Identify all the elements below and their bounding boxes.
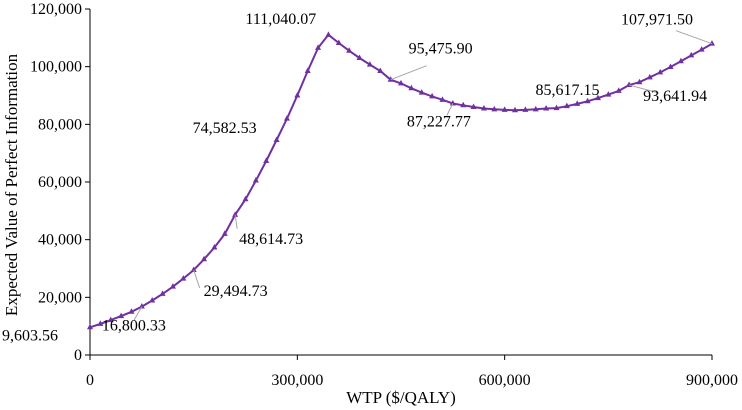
series-marker [429,92,436,99]
series-marker [491,105,498,112]
data-label: 74,582.53 [193,120,257,137]
series-marker [377,67,384,73]
x-tick-label: 300,000 [271,372,323,389]
data-label: 107,971.50 [621,12,693,29]
series-marker [449,99,456,106]
annotation-leader-line [675,30,713,45]
series-marker [221,230,228,236]
series-marker [584,97,591,104]
series-marker [283,115,290,121]
data-label: 16,800.33 [102,318,166,335]
y-tick-label: 60,000 [38,174,82,191]
y-tick-label: 120,000 [30,1,82,18]
series-marker [211,243,218,250]
annotation-labels: 9,603.56 16,800.33 29,494.73 48,614.73 74,58… [2,11,707,344]
series-marker [232,211,239,217]
series-marker [138,303,145,309]
series-marker [169,283,176,289]
series-marker [87,323,93,330]
data-label: 9,603.56 [2,327,58,344]
series-marker [190,266,197,272]
x-tick-label: 0 [86,372,94,389]
data-label: 48,614.73 [239,231,303,248]
series-marker [252,177,259,183]
series-marker [512,106,519,113]
series-marker [594,94,601,101]
annotation-leader-line [234,214,238,229]
series-marker [439,96,446,102]
series-marker [480,104,487,111]
series-marker [118,312,125,319]
series-marker [366,61,373,67]
series-marker [563,102,570,109]
x-axis-ticks: 0 300,000 600,000 900,000 [86,355,738,389]
series-marker [263,157,270,163]
series-marker [97,320,104,326]
series-marker [159,290,166,296]
series-marker [273,136,280,142]
data-label: 87,227.77 [407,113,471,130]
series-marker [346,47,353,53]
annotation-leader-lines [133,30,713,321]
chart-axes [89,9,712,356]
series-marker [398,79,404,86]
series-marker [294,92,301,98]
series-marker [107,316,114,323]
evpi-series-markers [87,31,715,330]
x-tick-label: 600,000 [479,372,531,389]
series-marker [315,44,322,50]
series-marker [180,275,187,281]
data-label: 111,040.07 [245,11,316,28]
y-tick-label: 0 [74,347,82,364]
annotation-leader-line [193,269,201,289]
series-marker [709,40,715,46]
series-marker [201,255,208,262]
series-marker [418,89,425,95]
series-marker [688,51,695,58]
y-axis-ticks: 0 20,000 40,000 60,000 80,000 100,000 120,000 [30,1,90,364]
y-tick-label: 40,000 [38,232,82,249]
series-marker [605,91,612,97]
series-marker [677,57,684,64]
series-marker [335,39,342,46]
series-marker [242,195,249,202]
y-tick-label: 100,000 [30,59,82,76]
x-tick-label: 900,000 [686,372,738,389]
data-label: 93,641.94 [643,88,707,105]
evpi-series-line [89,33,713,329]
series-marker [636,78,643,85]
x-axis-title: WTP ($/QALY) [346,388,456,407]
series-marker [574,100,581,106]
series-marker [470,103,477,110]
series-marker [304,67,311,73]
series-marker [522,106,529,112]
data-label: 95,475.90 [409,41,473,58]
series-marker [553,104,560,111]
series-marker [460,101,467,108]
annotation-leader-line [133,306,143,321]
series-marker [543,104,550,111]
annotation-leader-line [446,103,454,116]
data-label: 29,494.73 [204,283,268,300]
series-marker [128,308,135,314]
y-tick-label: 80,000 [38,116,82,133]
data-label: 85,617.15 [536,82,600,99]
series-marker [408,84,415,91]
series-marker [501,106,508,112]
series-marker [646,73,653,80]
series-marker [657,68,664,75]
annotation-leader-line [628,84,660,94]
y-axis-title: Expected Value of Perfect Information [2,53,21,316]
series-marker [387,76,394,82]
series-marker [698,46,705,52]
y-tick-label: 20,000 [38,289,82,306]
series-marker [149,297,156,303]
series-marker [356,54,363,61]
series-marker [615,87,622,93]
series-marker [325,31,332,37]
series-marker [667,63,674,69]
annotation-leader-line [390,65,427,81]
series-marker [532,105,539,112]
